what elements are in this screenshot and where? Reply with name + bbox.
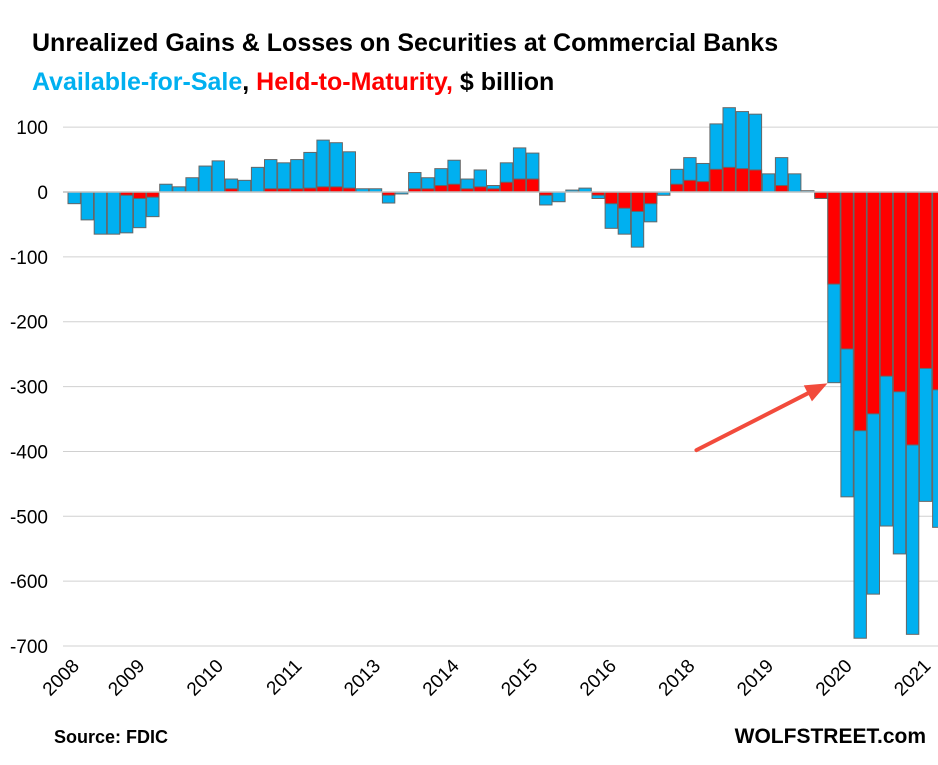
bar-htm [617, 191, 632, 209]
bar-afs [342, 151, 357, 193]
bar-htm [526, 178, 540, 193]
subtitle-units: $ billion [453, 68, 554, 96]
x-tick-label: 2020 [812, 656, 857, 701]
bar-htm [133, 191, 147, 199]
bar-htm [643, 191, 658, 205]
bar-htm [814, 191, 828, 199]
y-axis-ticks: 100 0 -100 -200 -300 -400 -500 -600 -700 [10, 118, 48, 658]
bar-htm [892, 191, 907, 393]
bar-afs [250, 166, 265, 193]
bar-htm [630, 191, 645, 212]
bar-afs [303, 151, 317, 193]
bar-afs [119, 191, 134, 234]
x-tick-label: 2016 [576, 656, 621, 701]
bar-afs [80, 191, 94, 221]
y-tick-label: -200 [10, 313, 48, 334]
bar-afs [159, 183, 173, 193]
gridlines [63, 126, 938, 647]
bar-htm [696, 181, 710, 193]
bar-afs [67, 191, 81, 205]
bar-htm [879, 191, 894, 377]
bar-afs [264, 159, 278, 193]
annotation-arrow [694, 383, 828, 453]
y-tick-label: 100 [16, 118, 48, 139]
bar-afs [290, 159, 304, 193]
bar-htm [683, 179, 697, 193]
bar-afs [93, 191, 108, 235]
x-tick-label: 2013 [340, 656, 385, 701]
bar-afs [316, 139, 330, 193]
bar-afs [761, 173, 776, 193]
arrow-shaft [694, 391, 810, 453]
x-tick-label: 2021 [890, 656, 935, 701]
bar-afs [185, 177, 199, 193]
x-tick-label: 2018 [655, 656, 700, 701]
y-tick-label: -700 [10, 637, 48, 658]
bar-afs [788, 173, 802, 193]
bar-afs [211, 160, 226, 193]
bar-afs [106, 191, 121, 235]
bars [67, 107, 938, 639]
bar-afs [329, 142, 343, 193]
x-tick-label: 2019 [733, 656, 778, 701]
x-tick-label: 2009 [104, 656, 149, 701]
chart-subtitle: Available-for-Sale, Held-to-Maturity, $ … [32, 68, 554, 96]
bar-htm [447, 183, 461, 193]
arrow-head [803, 383, 828, 402]
x-tick-label: 2008 [39, 656, 84, 701]
bar-afs [552, 191, 566, 203]
y-tick-label: 0 [37, 183, 48, 204]
y-tick-label: -600 [10, 572, 48, 593]
bar-htm [604, 191, 618, 205]
subtitle-htm: Held-to-Maturity, [256, 68, 453, 96]
subtitle-afs: Available-for-Sale [32, 68, 242, 96]
bar-htm [316, 186, 330, 193]
x-tick-label: 2015 [497, 656, 542, 701]
bar-afs [277, 162, 291, 193]
bar-htm [853, 191, 867, 432]
bar-htm [932, 191, 938, 391]
bar-htm [512, 178, 527, 193]
y-tick-label: -500 [10, 507, 48, 528]
x-tick-label: 2011 [263, 656, 307, 700]
chart-title: Unrealized Gains & Losses on Securities … [32, 29, 778, 57]
bar-htm [866, 191, 880, 415]
bar-htm [919, 191, 933, 369]
bar-htm [774, 185, 789, 193]
subtitle-sep: , [242, 68, 256, 96]
bar-htm [329, 186, 343, 193]
bar-htm [735, 168, 749, 193]
y-tick-label: -100 [10, 248, 48, 269]
y-tick-label: -400 [10, 442, 48, 463]
bar-htm [840, 191, 854, 350]
x-tick-label: 2014 [419, 655, 464, 700]
brand-label: WOLFSTREET.com [735, 725, 926, 748]
bar-htm [499, 181, 514, 193]
bar-afs [198, 165, 212, 193]
bar-htm [473, 186, 488, 193]
source-label: Source: FDIC [54, 727, 168, 747]
y-tick-label: -300 [10, 378, 48, 399]
bar-htm [722, 166, 736, 193]
bar-htm [709, 168, 723, 193]
x-axis-ticks: 2008 2009 2010 2011 2013 2014 2015 2016 2018 2019… [39, 655, 935, 701]
x-tick-label: 2010 [183, 656, 228, 701]
bar-htm [146, 191, 160, 198]
bar-htm [905, 191, 920, 446]
bar-afs [237, 179, 252, 193]
bar-htm [670, 183, 684, 193]
bar-afs [172, 186, 186, 193]
bar-htm [434, 185, 448, 193]
bar-htm [827, 191, 841, 285]
bar-htm [748, 169, 763, 193]
